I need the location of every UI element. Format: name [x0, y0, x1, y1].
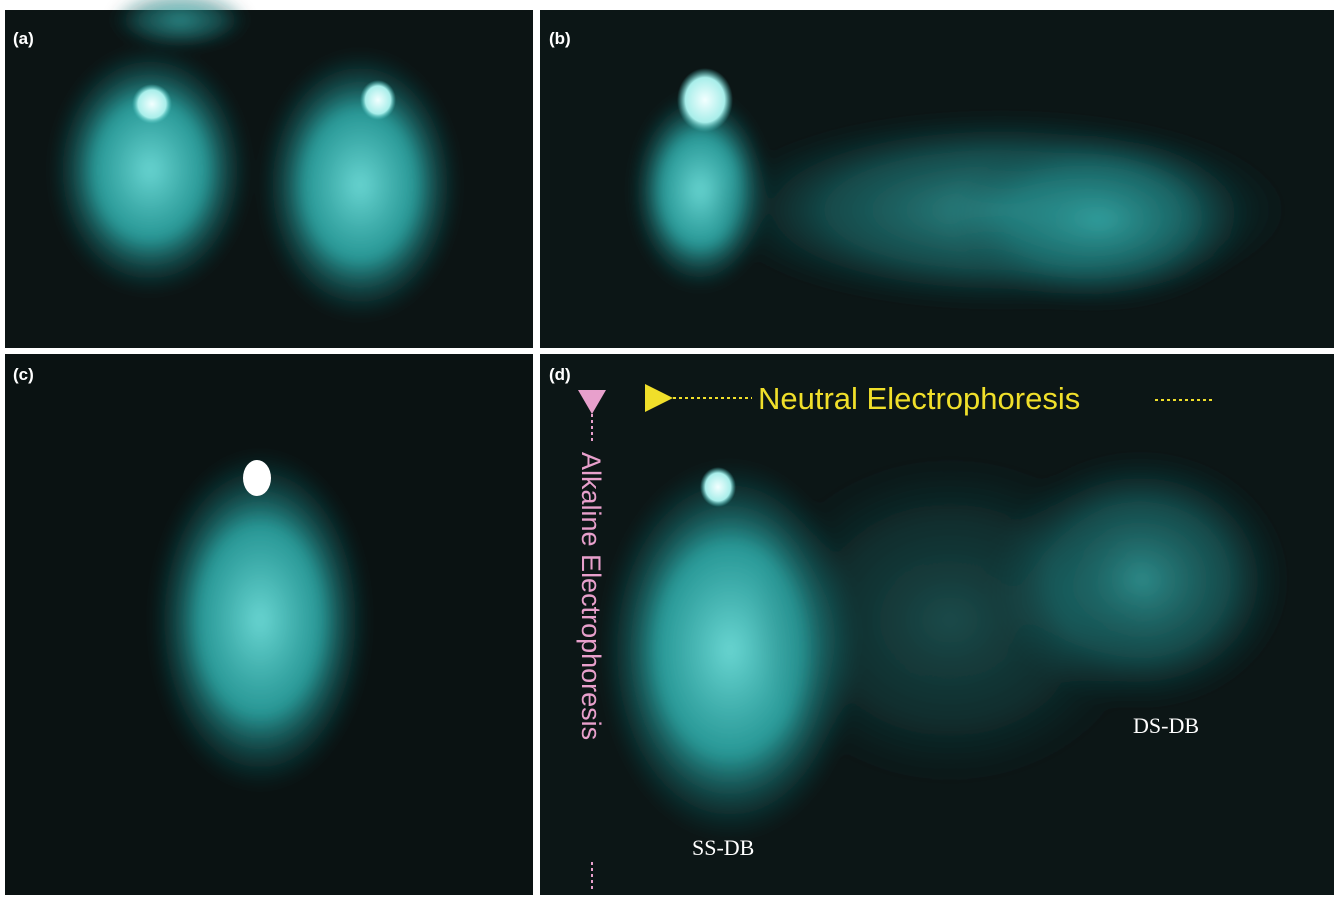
panel-label: (c) — [13, 365, 34, 384]
ss-db-label: SS-DB — [692, 835, 754, 860]
nucleus — [132, 84, 172, 124]
alkaline-label: Alkaline Electrophoresis — [576, 452, 606, 740]
nucleus — [700, 467, 736, 507]
arrow-head — [645, 384, 673, 412]
arrow-head — [578, 390, 606, 414]
panel-label: (a) — [13, 29, 34, 48]
neutral-label: Neutral Electrophoresis — [758, 381, 1080, 416]
nucleus — [243, 460, 271, 496]
panel-label: (b) — [549, 29, 571, 48]
nucleus — [360, 80, 396, 120]
nucleus — [677, 68, 733, 132]
comet-c — [150, 450, 370, 790]
comets-a — [50, 0, 460, 320]
comet-d — [600, 450, 1290, 840]
ds-db-label: DS-DB — [1133, 713, 1199, 738]
comet-b — [630, 90, 1290, 310]
panel-label: (d) — [549, 365, 571, 384]
